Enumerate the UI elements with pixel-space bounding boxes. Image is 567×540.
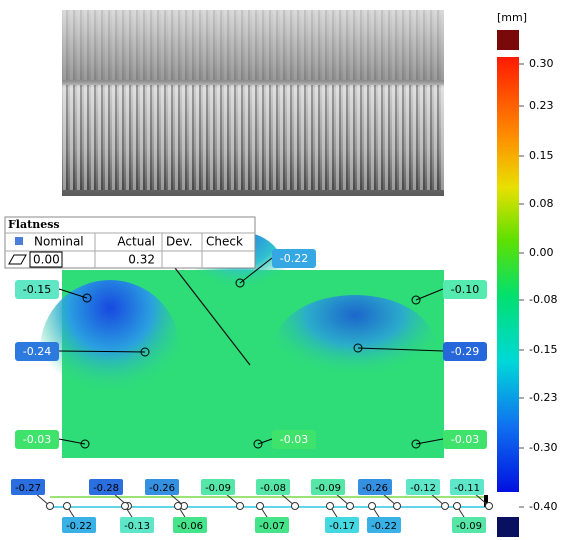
profile-label: -0.22	[66, 521, 92, 532]
callout-label: -0.03	[280, 433, 308, 446]
colorbar-label: 0.30	[529, 57, 554, 70]
profile-label: -0.28	[93, 483, 119, 494]
profile-label: -0.08	[260, 483, 286, 494]
colorbar-label: -0.40	[529, 500, 557, 513]
profile-label: -0.09	[315, 483, 341, 494]
profile-label: -0.07	[259, 521, 285, 532]
callout-label: -0.29	[451, 345, 479, 358]
callout-label: -0.22	[280, 252, 308, 265]
point	[175, 503, 182, 510]
profile-label: -0.12	[410, 483, 436, 494]
callout-label: -0.10	[451, 283, 479, 296]
flatness-table: Flatness Nominal Actual Dev. Check 0.00 …	[5, 217, 255, 268]
callout-label: -0.24	[23, 345, 51, 358]
header: Check	[206, 235, 243, 249]
point	[454, 503, 461, 510]
point	[257, 503, 264, 510]
profile-label: -0.17	[329, 521, 355, 532]
callout-label: -0.03	[451, 433, 479, 446]
weld-photo	[62, 10, 444, 196]
profile-label: -0.11	[454, 483, 480, 494]
colorbar-label: -0.08	[529, 293, 557, 306]
point	[47, 503, 54, 510]
profile-label: -0.06	[177, 521, 203, 532]
header: Actual	[117, 235, 155, 249]
point	[347, 503, 354, 510]
profile-label: -0.13	[124, 521, 150, 532]
colorbar-label: -0.30	[529, 441, 557, 454]
callout-label: -0.15	[23, 283, 51, 296]
colorbar-label: 0.00	[529, 246, 554, 259]
profile-label: -0.22	[371, 521, 397, 532]
point	[394, 503, 401, 510]
colorbar-label: 0.23	[529, 99, 554, 112]
point	[237, 503, 244, 510]
profile-label: -0.27	[15, 483, 41, 494]
nominal-value: 0.00	[33, 253, 60, 267]
profile-label: -0.26	[149, 483, 175, 494]
point	[64, 503, 71, 510]
profile-label: -0.09	[456, 521, 482, 532]
table-title: Flatness	[8, 218, 60, 231]
colorbar-label: -0.15	[529, 343, 557, 356]
profile	[50, 495, 488, 507]
colorbar-label: -0.23	[529, 391, 557, 404]
point	[442, 503, 449, 510]
point	[122, 503, 129, 510]
profile-label: -0.26	[362, 483, 388, 494]
actual-value: 0.32	[128, 253, 155, 267]
header: Nominal	[34, 235, 84, 249]
point	[486, 503, 493, 510]
point	[292, 503, 299, 510]
color-bar: [mm]	[497, 11, 527, 537]
profile-label: -0.09	[205, 483, 231, 494]
point	[327, 503, 334, 510]
header: Dev.	[166, 235, 193, 249]
colorbar-label: 0.15	[529, 149, 554, 162]
screen: Flatness Nominal Actual Dev. Check 0.00 …	[0, 0, 567, 540]
callout-label: -0.03	[23, 433, 51, 446]
point	[369, 503, 376, 510]
unit-label: [mm]	[497, 11, 527, 24]
colorbar-label: 0.08	[529, 197, 554, 210]
